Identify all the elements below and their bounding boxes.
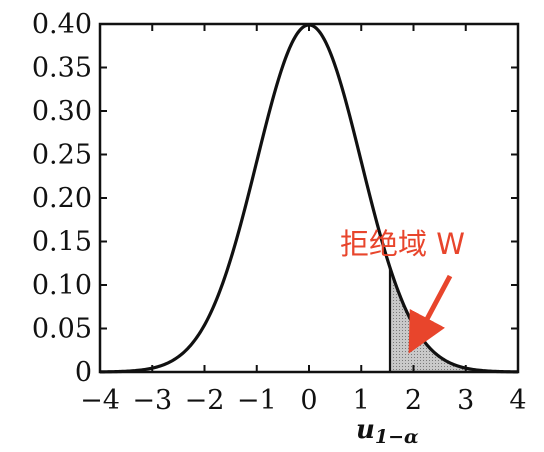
y-tick-label: 0 [75, 357, 92, 388]
x-tick-label: 2 [405, 385, 422, 416]
x-tick-label: −4 [80, 385, 120, 416]
x-tick-label: 4 [509, 385, 526, 416]
annotation-arrow [418, 276, 450, 336]
plot-frame [100, 24, 518, 372]
y-tick-label: 0.40 [32, 9, 92, 40]
density-curve [100, 25, 518, 372]
critical-label-main: u [356, 415, 375, 445]
y-tick-label: 0.05 [32, 314, 92, 345]
x-tick-label: −2 [185, 385, 225, 416]
x-tick-label: −3 [132, 385, 172, 416]
x-tick-label: 1 [353, 385, 370, 416]
x-tick-label: −1 [237, 385, 277, 416]
y-tick-label: 0.30 [32, 96, 92, 127]
rejection-region-annotation: 拒绝域 W [340, 227, 465, 261]
y-tick-label: 0.20 [32, 183, 92, 214]
y-tick-label: 0.15 [32, 227, 92, 258]
x-tick-label: 3 [457, 385, 474, 416]
x-tick-label: 0 [300, 385, 317, 416]
critical-label-sub: 1−α [375, 426, 419, 448]
critical-value-label: u1−α [356, 415, 419, 448]
y-tick-label: 0.25 [32, 140, 92, 171]
y-tick-label: 0.10 [32, 270, 92, 301]
y-tick-label: 0.35 [32, 53, 92, 84]
